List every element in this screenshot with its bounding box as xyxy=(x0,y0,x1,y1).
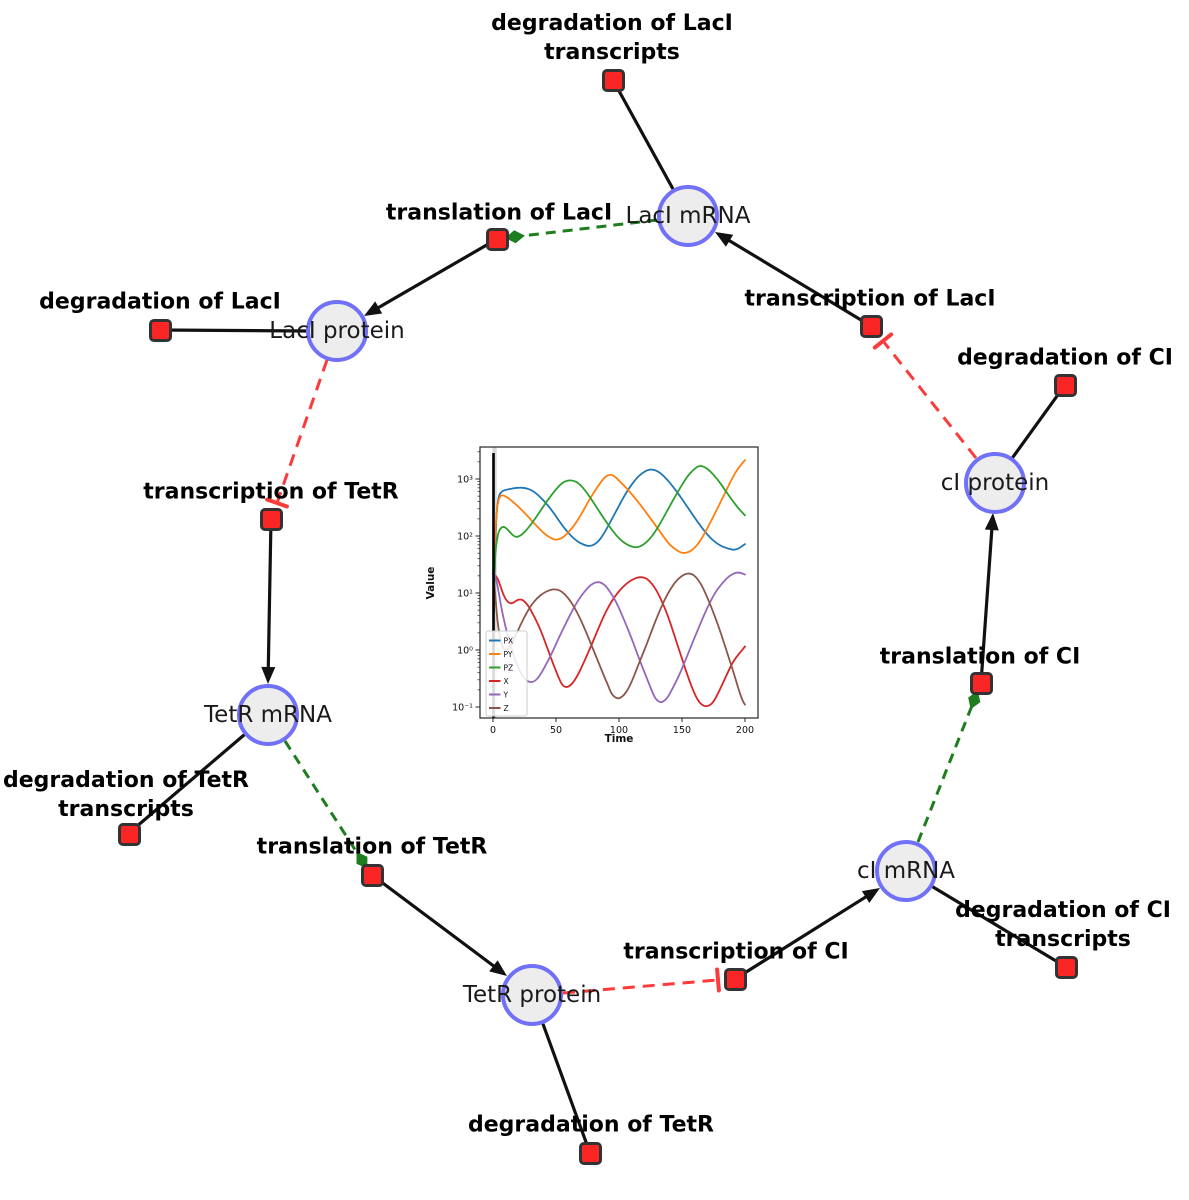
reaction-label-line: degradation of CI xyxy=(957,345,1173,371)
reaction-node-degradation-tetr[interactable] xyxy=(578,1141,602,1165)
edge-product-5 xyxy=(261,517,276,684)
x-tick-label-50: 50 xyxy=(550,725,562,736)
species-label-laci-mrna: LacI mRNA xyxy=(625,203,751,229)
reaction-node-degradation-ci-transcripts[interactable] xyxy=(1054,955,1078,979)
reaction-node-degradation-laci[interactable] xyxy=(148,318,172,342)
reaction-label-line: transcription of TetR xyxy=(143,479,399,505)
x-tick-label-0: 0 xyxy=(490,725,496,736)
species-node-tetr-protein[interactable] xyxy=(501,964,563,1026)
species-label-laci-protein: LacI protein xyxy=(269,318,405,344)
legend-label-PX: PX xyxy=(504,636,514,645)
chart-series-PY xyxy=(492,459,746,651)
edge-reactant-6 xyxy=(127,733,246,835)
reaction-label-degradation-ci: degradation of CI xyxy=(957,343,1173,372)
y-tick-label-1: 10² xyxy=(457,532,473,543)
species-label-ci-protein: cI protein xyxy=(940,470,1050,496)
reaction-node-translation-laci[interactable] xyxy=(485,227,509,251)
chart-curves xyxy=(492,453,746,718)
reaction-label-line: transcription of LacI xyxy=(744,286,996,312)
legend-label-PY: PY xyxy=(504,650,513,659)
species-node-tetr-mrna[interactable] xyxy=(237,684,299,746)
species-label-tetr-protein: TetR protein xyxy=(462,982,602,1008)
chart-legend: PX PY PZ XYZ xyxy=(485,630,528,717)
edge-reactant-3 xyxy=(158,328,308,333)
x-tick-label-100: 100 xyxy=(610,725,628,736)
reaction-label-line: degradation of TetR xyxy=(2,767,250,793)
reaction-label-line: translation of CI xyxy=(879,644,1081,670)
reaction-label-line: transcripts xyxy=(544,40,680,65)
edge-inhibition-10 xyxy=(562,967,721,995)
species-node-ci-mrna[interactable] xyxy=(875,840,937,902)
chart-series-Z xyxy=(492,572,746,706)
legend-label-Z: Z xyxy=(504,704,509,713)
reaction-node-transcription-laci[interactable] xyxy=(859,314,883,338)
reaction-label-line: degradation of TetR xyxy=(467,1112,715,1138)
reaction-node-degradation-tetr-transcripts[interactable] xyxy=(117,822,141,846)
species-node-laci-mrna[interactable] xyxy=(657,185,719,247)
edge-reactant-0 xyxy=(611,78,675,191)
reaction-label-translation-tetr: translation of TetR xyxy=(257,832,488,861)
y-tick-label-4: 10⁻¹ xyxy=(452,703,473,714)
reaction-node-transcription-tetr[interactable] xyxy=(259,507,283,531)
species-label-ci-mrna: cI mRNA xyxy=(856,858,956,884)
reaction-label-line: degradation of CI xyxy=(955,897,1171,923)
reaction-label-translation-ci: translation of CI xyxy=(880,642,1081,671)
legend-label-X: X xyxy=(504,677,509,686)
reaction-label-transcription-ci: transcription of CI xyxy=(623,937,848,966)
reaction-label-degradation-tetr: degradation of TetR xyxy=(468,1110,714,1139)
reaction-label-transcription-tetr: transcription of TetR xyxy=(143,477,398,506)
edge-reactant-12 xyxy=(931,885,1068,969)
reaction-node-degradation-laci-transcripts[interactable] xyxy=(601,68,625,92)
reaction-node-translation-tetr[interactable] xyxy=(360,863,384,887)
reaction-node-transcription-ci[interactable] xyxy=(723,967,747,991)
reaction-label-transcription-laci: transcription of LacI xyxy=(744,284,995,313)
chart-series-PZ xyxy=(492,465,746,651)
reaction-node-translation-ci[interactable] xyxy=(969,671,993,695)
species-label-tetr-mrna: TetR mRNA xyxy=(204,702,332,728)
chart-series-PX xyxy=(492,468,746,651)
edge-reactant-9 xyxy=(541,1022,592,1155)
edge-product-14 xyxy=(979,513,999,685)
reaction-label-degradation-tetr-transcripts: degradation of TetR transcripts xyxy=(3,766,249,824)
reaction-label-line: transcripts xyxy=(58,797,194,822)
edge-inhibition-4 xyxy=(265,359,329,509)
reaction-label-translation-laci: translation of LacI xyxy=(386,198,612,227)
edge-reactant-15 xyxy=(1011,383,1067,459)
edge-product-2 xyxy=(715,232,873,328)
y-axis-label: Value xyxy=(425,567,437,600)
y-tick-label-0: 10³ xyxy=(457,475,473,486)
reaction-label-line: degradation of LacI xyxy=(39,289,281,315)
x-tick-label-150: 150 xyxy=(673,725,691,736)
reaction-label-line: transcription of CI xyxy=(623,939,849,965)
edge-product-11 xyxy=(733,888,880,981)
y-tick-label-2: 10¹ xyxy=(457,589,473,600)
edge-product-1 xyxy=(364,237,499,316)
edge-inhibition-16 xyxy=(872,332,978,459)
species-node-laci-protein[interactable] xyxy=(306,300,368,362)
reaction-label-degradation-laci-transcripts: degradation of LacI transcripts xyxy=(491,9,733,67)
chart-axes: 0 50 100 150 200 10³ 10² 10¹ 10⁰ 10⁻¹ xyxy=(452,446,759,736)
reaction-label-line: translation of LacI xyxy=(385,200,613,226)
y-tick-label-3: 10⁰ xyxy=(457,646,473,657)
reaction-label-line: transcripts xyxy=(995,927,1131,952)
reaction-label-degradation-laci: degradation of LacI xyxy=(39,287,281,316)
chart-series-X xyxy=(492,572,746,708)
edge-modifier-17 xyxy=(505,218,658,244)
x-tick-label-200: 200 xyxy=(736,725,754,736)
x-axis-label: Time xyxy=(605,733,634,745)
edge-modifier-13 xyxy=(916,690,981,843)
reaction-label-line: translation of TetR xyxy=(256,834,488,860)
edge-product-8 xyxy=(370,873,507,976)
reaction-label-line: degradation of LacI xyxy=(491,10,733,36)
species-node-ci-protein[interactable] xyxy=(964,452,1026,514)
legend-label-Y: Y xyxy=(503,690,509,699)
legend-label-PZ: PZ xyxy=(504,663,514,672)
reaction-node-degradation-ci[interactable] xyxy=(1053,373,1077,397)
reaction-label-degradation-ci-transcripts: degradation of CI transcripts xyxy=(955,896,1171,954)
